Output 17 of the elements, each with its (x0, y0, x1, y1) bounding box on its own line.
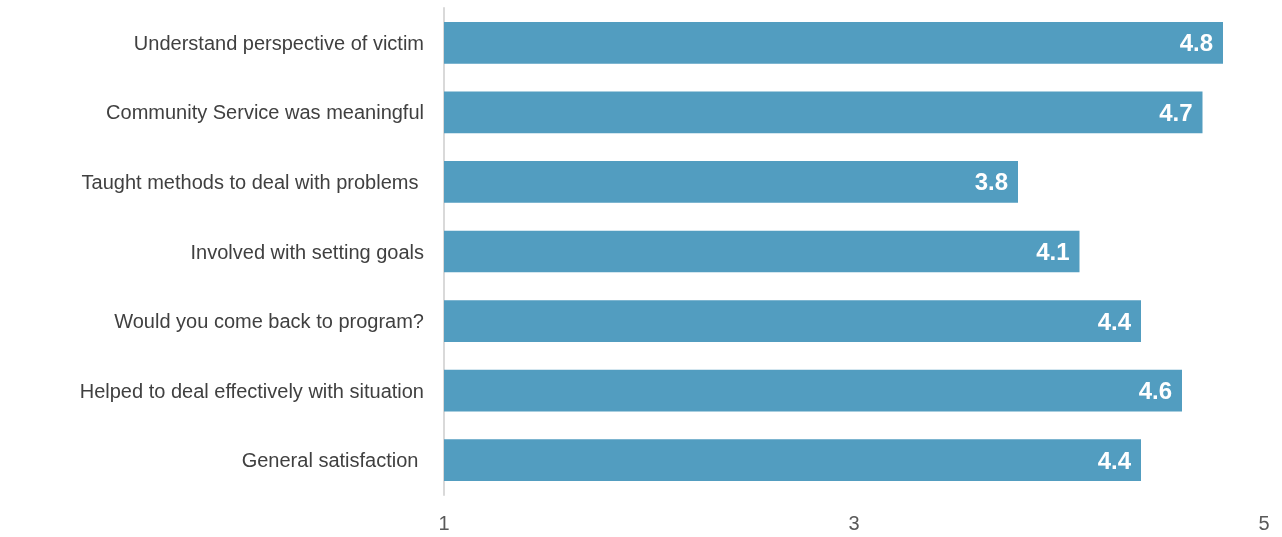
data-label: 4.4 (1097, 307, 1132, 335)
x-tick-label: 5 (1258, 512, 1270, 534)
data-label: 4.1 (1036, 238, 1070, 265)
data-label: 3.8 (974, 168, 1008, 196)
y-tick-label: General satisfaction (241, 449, 424, 472)
data-label: 4.7 (1159, 98, 1193, 126)
data-label: 4.4 (1097, 446, 1132, 474)
y-tick-label: Taught methods to deal with problems (81, 170, 424, 193)
data-label: 4.6 (1138, 377, 1172, 405)
y-tick-label: Understand perspective of victim (133, 31, 424, 54)
x-tick-label: 3 (848, 512, 860, 534)
y-tick-label: Community Service was meaningful (106, 101, 424, 124)
y-tick-label: Involved with setting goals (190, 240, 424, 263)
y-tick-label: Helped to deal effectively with situation (79, 379, 424, 402)
x-tick-label: 1 (438, 512, 450, 534)
y-tick-label: Would you come back to program? (114, 310, 424, 333)
data-label: 4.8 (1179, 29, 1213, 57)
